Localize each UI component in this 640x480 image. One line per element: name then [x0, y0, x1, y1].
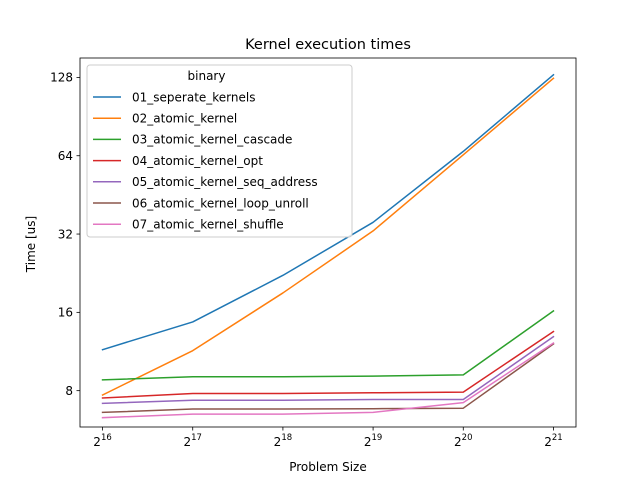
- y-axis-label: Time [us]: [24, 216, 38, 273]
- series-line-6: [101, 342, 555, 414]
- series-line-3: [101, 309, 555, 381]
- legend-label-6: 06_atomic_kernel_loop_unroll: [132, 196, 309, 210]
- legend-label-1: 01_seperate_kernels: [132, 90, 255, 104]
- x-tick-label: 220: [454, 433, 472, 449]
- legend-title: binary: [188, 69, 226, 83]
- legend: binary 01_seperate_kernels 02_atomic_kerne…: [86, 64, 353, 238]
- x-tick-label-base: 2: [454, 435, 462, 449]
- x-tick-label-base: 2: [364, 435, 372, 449]
- x-tick-label-base: 2: [93, 435, 101, 449]
- series-line-2: [101, 77, 555, 396]
- series-line-7: [101, 341, 555, 419]
- x-tick-label-exponent: 16: [101, 433, 112, 443]
- legend-label-7: 07_atomic_kernel_shuffle: [132, 218, 284, 232]
- axes-frame: [79, 57, 577, 428]
- legend-label-5: 05_atomic_kernel_seq_address: [132, 175, 318, 189]
- x-tick-label-exponent: 18: [281, 433, 292, 443]
- y-tick-label: 64: [58, 149, 73, 163]
- x-tick-label-base: 2: [544, 435, 552, 449]
- y-tick-label: 32: [58, 227, 73, 241]
- legend-label-4: 04_atomic_kernel_opt: [132, 154, 263, 168]
- x-tick-label: 217: [183, 433, 201, 449]
- x-tick-label-exponent: 20: [462, 433, 473, 443]
- series-line-1: [101, 73, 555, 351]
- series-line-4: [101, 330, 555, 399]
- series-layer: [101, 73, 555, 419]
- x-tick-label: 221: [544, 433, 562, 449]
- x-axis-label: Problem Size: [289, 460, 367, 474]
- x-tick-label: 218: [274, 433, 292, 449]
- x-tick-label: 219: [364, 433, 382, 449]
- y-tick-label: 8: [65, 384, 73, 398]
- y-tick-label: 16: [58, 306, 73, 320]
- x-tick-label-base: 2: [274, 435, 282, 449]
- x-tick-label-exponent: 19: [371, 433, 382, 443]
- y-tick-label: 128: [50, 71, 73, 85]
- x-tick-label-base: 2: [183, 435, 191, 449]
- legend-box: [86, 64, 353, 238]
- chart-title: Kernel execution times: [245, 37, 411, 53]
- x-tick-label-exponent: 17: [191, 433, 202, 443]
- legend-label-3: 03_atomic_kernel_cascade: [132, 133, 292, 147]
- x-tick-label: 216: [93, 433, 111, 449]
- x-tick-label-exponent: 21: [552, 433, 563, 443]
- legend-label-2: 02_atomic_kernel: [132, 112, 237, 126]
- series-line-5: [101, 335, 555, 405]
